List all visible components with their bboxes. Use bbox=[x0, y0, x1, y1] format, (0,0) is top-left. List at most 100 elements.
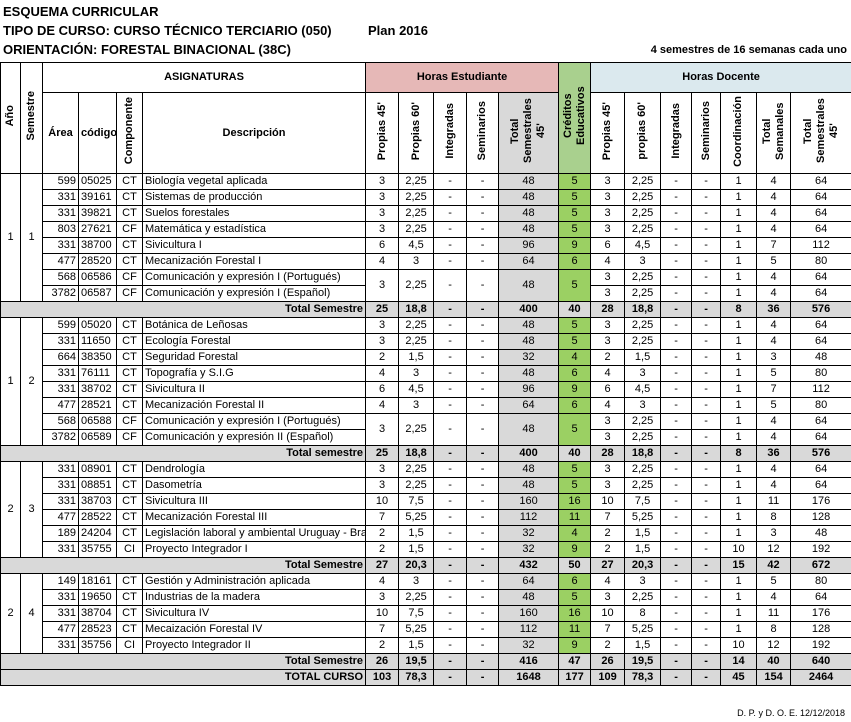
cell: 400 bbox=[498, 445, 560, 462]
cell: 2 bbox=[590, 541, 626, 558]
row: Total semestre 25 18,8- -400 40 28 18,8- -8 36 57… bbox=[0, 445, 851, 462]
cell: 2,25 bbox=[624, 205, 662, 222]
cell: 3 bbox=[365, 173, 400, 190]
cell: 1 bbox=[720, 205, 758, 222]
cell: 400 bbox=[498, 301, 560, 318]
cell: 2 bbox=[590, 349, 626, 366]
cell: 416 bbox=[498, 653, 560, 670]
cell: 4,5 bbox=[398, 237, 435, 254]
cell: 3 bbox=[365, 205, 400, 222]
cell: 7 bbox=[756, 237, 792, 254]
cell: 7 bbox=[590, 509, 626, 526]
cell: 3 bbox=[590, 589, 626, 606]
cell: 10 bbox=[365, 493, 400, 510]
cell: 32 bbox=[498, 349, 560, 366]
cell: 06586 bbox=[78, 269, 117, 286]
cell: 11 bbox=[756, 493, 792, 510]
cell: 109 bbox=[590, 669, 626, 686]
cell: CF bbox=[116, 413, 143, 430]
cell: - bbox=[691, 509, 722, 526]
cell: 27 bbox=[590, 557, 626, 574]
cell: 48 bbox=[498, 269, 560, 302]
cell: 9 bbox=[558, 541, 592, 558]
cell: 64 bbox=[790, 429, 851, 446]
cell: - bbox=[433, 173, 468, 190]
cell: - bbox=[660, 173, 693, 190]
cell: 4 bbox=[756, 189, 792, 206]
cell: 7 bbox=[756, 381, 792, 398]
cell: 2,25 bbox=[624, 221, 662, 238]
orientation: ORIENTACIÓN: FORESTAL BINACIONAL (38C) bbox=[3, 42, 291, 57]
cell: 48 bbox=[498, 477, 560, 494]
cell: Total Semestre bbox=[0, 557, 367, 574]
cell: CT bbox=[116, 573, 143, 590]
cell: Sivicultura III bbox=[141, 493, 367, 510]
cell: 27621 bbox=[78, 221, 117, 238]
cell: 38702 bbox=[78, 381, 117, 398]
course: TIPO DE CURSO: CURSO TÉCNICO TERCIARIO (… bbox=[3, 23, 332, 38]
cell: - bbox=[466, 381, 500, 398]
cell: 3 bbox=[756, 349, 792, 366]
cell: 19,5 bbox=[624, 653, 662, 670]
cell: - bbox=[433, 221, 468, 238]
cell: 4 bbox=[365, 573, 400, 590]
cell: 2,25 bbox=[398, 461, 435, 478]
cell: 1,5 bbox=[398, 349, 435, 366]
row: 331 39161 CT Sistemas de producción 3 2,25- -4… bbox=[1, 189, 851, 206]
cell: 3 bbox=[398, 397, 435, 414]
cell: 28 bbox=[590, 445, 626, 462]
cell: 10 bbox=[720, 541, 758, 558]
cell: 112 bbox=[498, 509, 560, 526]
row: 477 28522 CT Mecanización Forestal III 7 5,25… bbox=[1, 509, 851, 526]
cell: - bbox=[466, 413, 500, 446]
cell: Total Semanales bbox=[756, 92, 792, 174]
cell: - bbox=[691, 653, 722, 670]
cell: - bbox=[466, 637, 500, 654]
cell: Seminarios bbox=[691, 92, 722, 174]
cell: 64 bbox=[790, 589, 851, 606]
cell: - bbox=[691, 413, 722, 430]
cell: 154 bbox=[756, 669, 792, 686]
row: 331 38700 CT Sivicultura I 6 4,5- -96 9 6 4,5- -1 7… bbox=[1, 237, 851, 254]
cell: 2,25 bbox=[624, 173, 662, 190]
cell: - bbox=[691, 493, 722, 510]
cell: - bbox=[466, 397, 500, 414]
cell: 2 bbox=[590, 525, 626, 542]
cell: - bbox=[466, 221, 500, 238]
cell: 48 bbox=[498, 413, 560, 446]
row: 331 11650 CT Ecología Forestal 3 2,25- -48 5 3 2,… bbox=[1, 333, 851, 350]
cell: - bbox=[466, 573, 500, 590]
cell: 48 bbox=[498, 205, 560, 222]
title: ESQUEMA CURRICULAR bbox=[3, 4, 159, 19]
row: 331 38704 CT Sivicultura IV 10 7,5- -160 16 10 8-… bbox=[1, 605, 851, 622]
cell: - bbox=[691, 365, 722, 382]
cell: Propias 60' bbox=[409, 101, 422, 161]
row: 477 28521 CT Mecanización Forestal II 4 3- -64… bbox=[1, 397, 851, 414]
cell: 1 bbox=[720, 573, 758, 590]
cell: - bbox=[691, 205, 722, 222]
cell: 5 bbox=[756, 573, 792, 590]
cell: 48 bbox=[498, 461, 560, 478]
cell: - bbox=[466, 509, 500, 526]
cell: 3 bbox=[590, 269, 626, 286]
cell: - bbox=[466, 365, 500, 382]
cell: 599 bbox=[42, 173, 79, 190]
cell: 2,25 bbox=[398, 589, 435, 606]
cell: 19650 bbox=[78, 589, 117, 606]
cell: 5 bbox=[558, 317, 592, 334]
cell: 3 bbox=[590, 333, 626, 350]
cell: Propias 45' bbox=[590, 92, 626, 174]
cell: 4 bbox=[756, 461, 792, 478]
cell: 331 bbox=[42, 477, 79, 494]
cell: Seminarios bbox=[476, 101, 489, 161]
cell: 1 bbox=[720, 317, 758, 334]
cell: CF bbox=[116, 429, 143, 446]
cell: - bbox=[466, 605, 500, 622]
cell: - bbox=[433, 253, 468, 270]
cell: 38703 bbox=[78, 493, 117, 510]
cell: CT bbox=[116, 493, 143, 510]
cell: 06589 bbox=[78, 429, 117, 446]
cell: 3 bbox=[365, 477, 400, 494]
cell: - bbox=[433, 605, 468, 622]
cell: 64 bbox=[790, 317, 851, 334]
